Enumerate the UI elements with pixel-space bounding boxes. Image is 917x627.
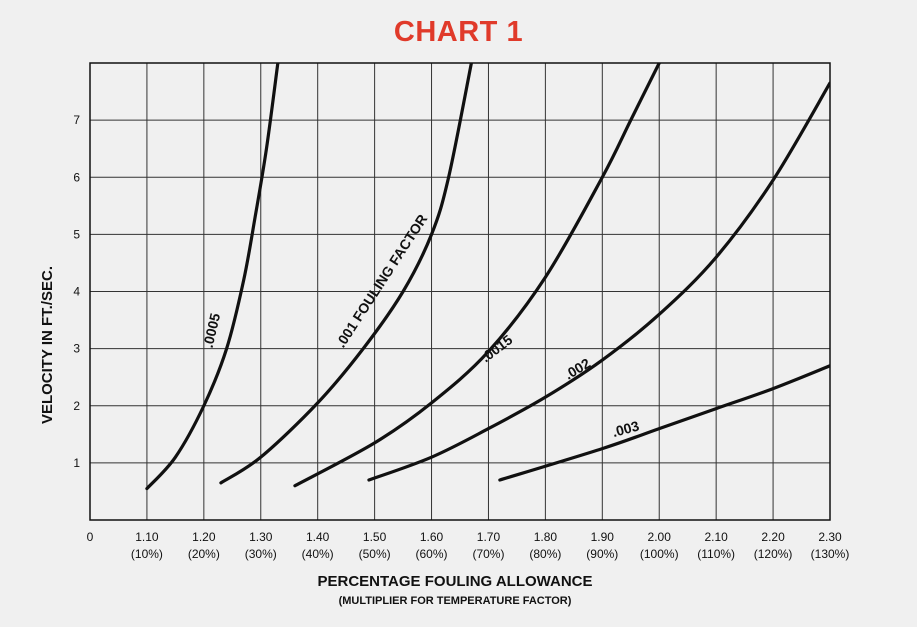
origin-label: 0 (87, 530, 94, 544)
x-tick-sublabel: (90%) (586, 547, 618, 561)
grid (90, 63, 831, 520)
series-line (367, 81, 830, 482)
x-tick-sublabel: (70%) (472, 547, 504, 561)
x-tick-label: 1.40 (306, 530, 330, 544)
y-tick-label: 7 (73, 113, 80, 127)
x-tick-label: 2.00 (648, 530, 672, 544)
chart-title: CHART 1 (393, 16, 524, 48)
x-tick-sublabel: (60%) (416, 547, 448, 561)
x-tick-sublabel: (40%) (302, 547, 334, 561)
x-tick-sublabel: (110%) (697, 547, 735, 561)
series-line (219, 63, 473, 485)
x-tick-sublabel: (20%) (188, 547, 220, 561)
x-tick-label: 1.50 (363, 530, 387, 544)
x-tick-sublabel: (80%) (529, 547, 561, 561)
x-tick-label: 1.80 (534, 530, 558, 544)
x-tick-label: 1.20 (192, 530, 216, 544)
x-tick-sublabel: (10%) (131, 547, 163, 561)
y-tick-label: 5 (73, 227, 80, 241)
x-tick-label: 2.30 (818, 530, 842, 544)
y-tick-label: 6 (73, 170, 80, 184)
plot-frame (89, 62, 831, 521)
series-label: .003 (610, 418, 641, 441)
x-axis-title: PERCENTAGE FOULING ALLOWANCE (318, 573, 593, 590)
y-tick-label: 4 (73, 285, 80, 299)
series-label: .001 FOULING FACTOR (332, 211, 430, 350)
x-tick-sublabel: (120%) (754, 547, 793, 561)
x-tick-label: 1.90 (591, 530, 615, 544)
series-line (145, 63, 280, 491)
x-tick-sublabel: (30%) (245, 547, 277, 561)
y-tick-label: 1 (73, 456, 80, 470)
series-line (293, 63, 661, 488)
x-tick-label: 2.10 (704, 530, 728, 544)
x-tick-label: 2.20 (761, 530, 785, 544)
x-tick-sublabel: (100%) (640, 547, 679, 561)
series-label: .0015 (478, 331, 516, 365)
x-tick-sublabel: (130%) (811, 547, 850, 561)
y-tick-label: 2 (73, 399, 80, 413)
x-tick-sublabel: (50%) (359, 547, 391, 561)
y-axis-title: VELOCITY IN FT./SEC. (39, 266, 56, 424)
series-label: .0005 (200, 311, 224, 349)
y-tick-label: 3 (73, 342, 80, 356)
x-axis-subtitle: (MULTIPLIER FOR TEMPERATURE FACTOR) (339, 595, 572, 607)
curves (145, 63, 830, 491)
x-tick-label: 1.10 (135, 530, 159, 544)
x-tick-label: 1.30 (249, 530, 273, 544)
x-tick-label: 1.70 (477, 530, 501, 544)
x-tick-label: 1.60 (420, 530, 444, 544)
tick-labels: 1.10 (10%) 1.20 (20%) 1.30 (30%) 1.40 (40%) 1.50… (73, 113, 849, 561)
series-line (498, 364, 830, 482)
